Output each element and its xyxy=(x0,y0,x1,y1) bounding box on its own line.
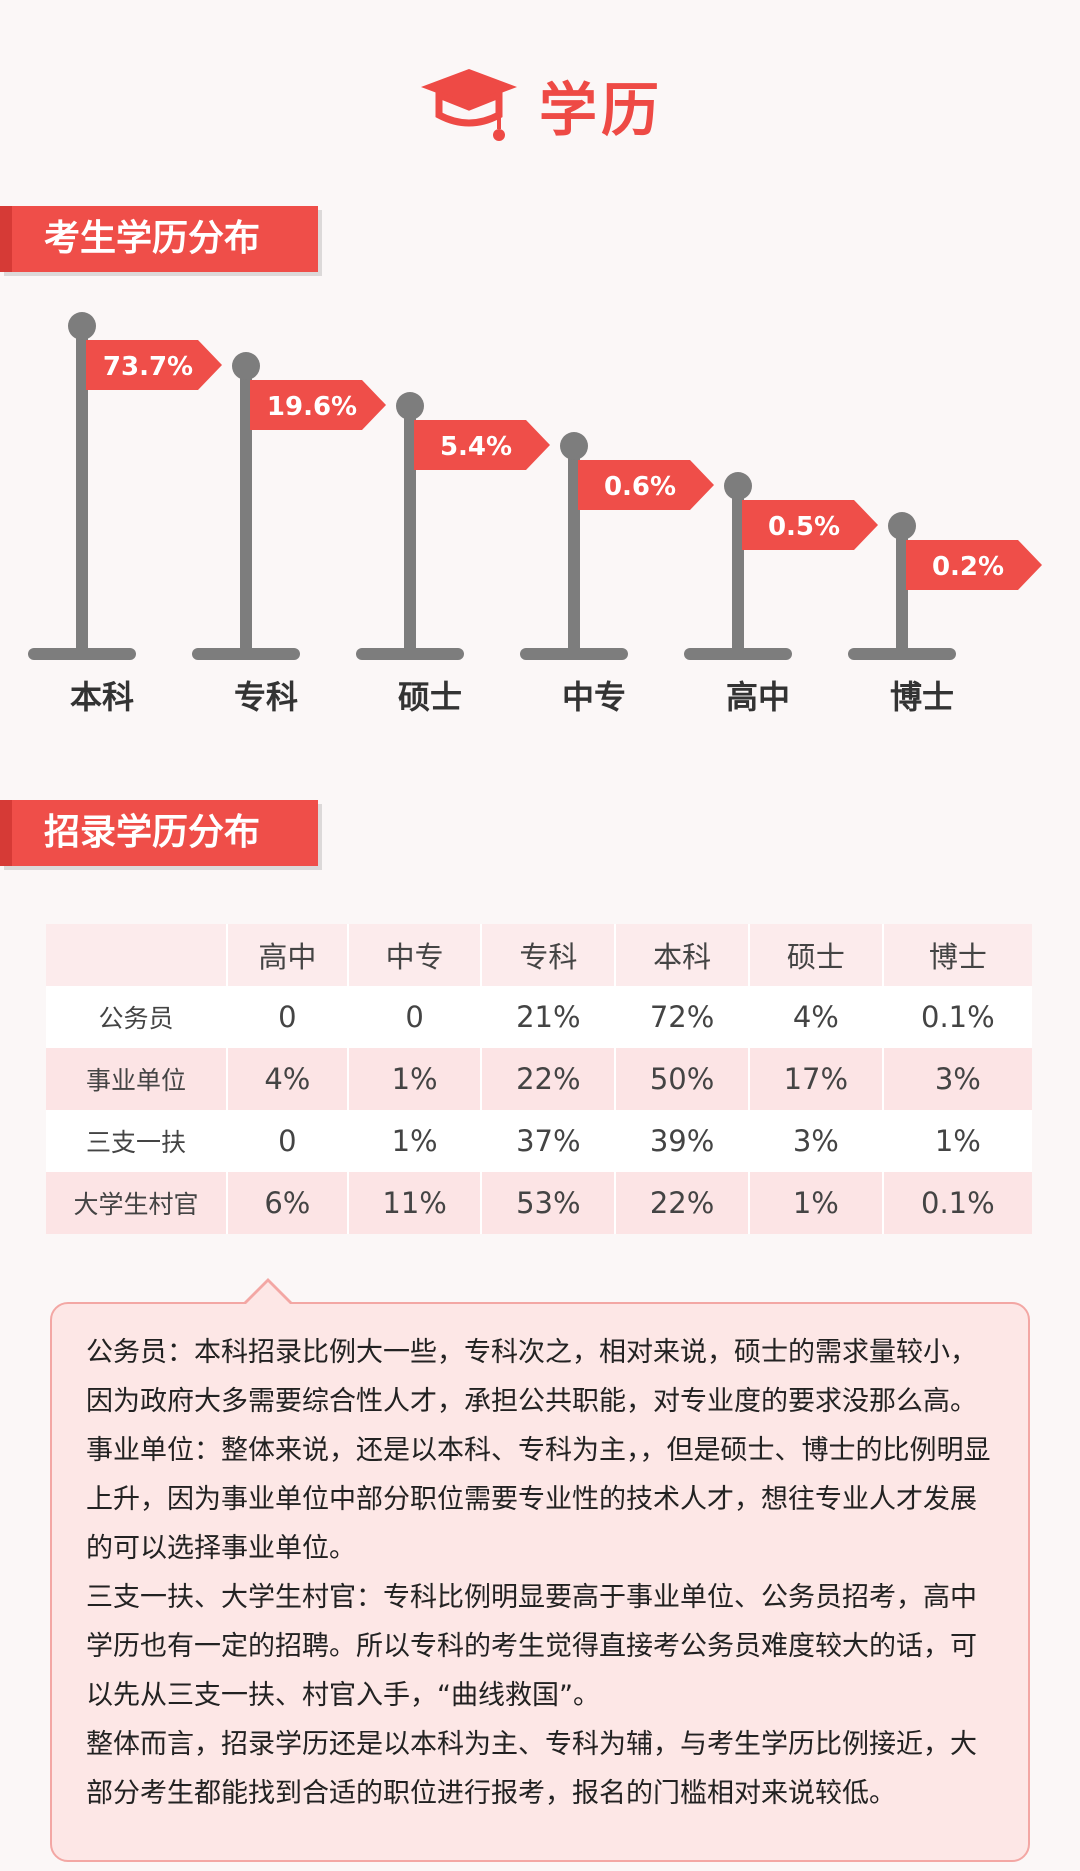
data-label: 0.5% xyxy=(768,512,840,542)
section-title-recruitment-education: 招录学历分布 xyxy=(0,800,318,866)
flag-pole-ball xyxy=(560,432,588,460)
table-cell: 39% xyxy=(616,1110,750,1172)
category-label: 专科 xyxy=(234,678,298,716)
row-label: 事业单位 xyxy=(46,1048,228,1110)
flag-pole xyxy=(404,406,416,654)
table-cell: 21% xyxy=(482,986,617,1048)
table-cell: 0.1% xyxy=(883,986,1032,1048)
flag-pole-ball xyxy=(232,352,260,380)
flag-pole xyxy=(568,446,580,654)
flag-group-6: 0.2% 博士 xyxy=(848,512,1042,716)
flag-group-5: 0.5% 高中 xyxy=(684,472,878,716)
category-label: 中专 xyxy=(562,678,626,716)
table-cell: 50% xyxy=(616,1048,750,1110)
data-label: 73.7% xyxy=(103,352,193,382)
recruitment-education-table: 高中 中专 专科 本科 硕士 博士 公务员 0 0 21% 72% 4% 0.1… xyxy=(46,924,1032,1234)
flag-pole xyxy=(76,326,88,654)
flag-mark xyxy=(742,500,878,550)
table-cell: 0 xyxy=(348,986,483,1048)
flag-group-2: 19.6% 专科 xyxy=(192,352,386,716)
flag-mark xyxy=(414,420,550,470)
flag-mark xyxy=(250,380,386,430)
table-cell: 53% xyxy=(482,1172,617,1234)
row-label: 大学生村官 xyxy=(46,1172,228,1234)
table-cell: 1% xyxy=(348,1048,483,1110)
row-label: 三支一扶 xyxy=(46,1110,228,1172)
table-cell: 0 xyxy=(228,986,349,1048)
table-header-row: 高中 中专 专科 本科 硕士 博士 xyxy=(46,924,1032,986)
flag-pole-ball xyxy=(724,472,752,500)
table-cell: 1% xyxy=(883,1110,1032,1172)
table-row: 事业单位 4% 1% 22% 50% 17% 3% xyxy=(46,1048,1032,1110)
data-label: 0.2% xyxy=(932,552,1004,582)
note-paragraph: 三支一扶、大学生村官：专科比例明显要高于事业单位、公务员招考，高中学历也有一定的… xyxy=(86,1582,977,1711)
page-title: 学历 xyxy=(538,76,663,144)
table-cell: 0 xyxy=(228,1110,349,1172)
table-cell: 22% xyxy=(616,1172,750,1234)
data-label: 0.6% xyxy=(604,472,676,502)
flag-mark xyxy=(906,540,1042,590)
column-header: 硕士 xyxy=(749,924,884,986)
column-header: 博士 xyxy=(883,924,1032,986)
flag-pole-ball xyxy=(888,512,916,540)
category-label: 本科 xyxy=(70,678,134,716)
table-cell: 17% xyxy=(749,1048,884,1110)
page-header: 学历 xyxy=(0,60,1080,150)
category-label: 硕士 xyxy=(398,678,462,716)
table-row: 三支一扶 0 1% 37% 39% 3% 1% xyxy=(46,1110,1032,1172)
table-cell: 1% xyxy=(749,1172,884,1234)
flag-group-3: 5.4% 硕士 xyxy=(356,392,550,716)
column-header: 专科 xyxy=(482,924,617,986)
table-cell: 72% xyxy=(616,986,750,1048)
data-label: 5.4% xyxy=(440,432,512,462)
flag-group-1: 73.7% 本科 xyxy=(28,312,222,716)
table-corner-cell xyxy=(46,924,228,986)
table-cell: 0.1% xyxy=(883,1172,1032,1234)
flag-mark xyxy=(86,340,222,390)
graduation-cap-icon xyxy=(420,69,517,141)
category-label: 高中 xyxy=(726,678,790,716)
education-flag-chart: 73.7% 本科 19.6% 专科 5.4% 硕士 0.6% 中专 0.5% 高中 0.2% 博士 xyxy=(28,312,1042,716)
table-cell: 11% xyxy=(348,1172,483,1234)
table-cell: 3% xyxy=(883,1048,1032,1110)
column-header: 高中 xyxy=(228,924,349,986)
analysis-note-box: 公务员：本科招录比例大一些，专科次之，相对来说，硕士的需求量较小，因为政府大多需… xyxy=(50,1278,1030,1862)
flag-pole xyxy=(732,486,744,654)
note-paragraph: 公务员：本科招录比例大一些，专科次之，相对来说，硕士的需求量较小，因为政府大多需… xyxy=(86,1337,977,1417)
table-cell: 3% xyxy=(749,1110,884,1172)
data-label: 19.6% xyxy=(267,392,357,422)
row-label: 公务员 xyxy=(46,986,228,1048)
flag-pole-ball xyxy=(68,312,96,340)
table-row: 公务员 0 0 21% 72% 4% 0.1% xyxy=(46,986,1032,1048)
category-label: 博士 xyxy=(890,678,954,716)
column-header: 本科 xyxy=(616,924,750,986)
table-cell: 22% xyxy=(482,1048,617,1110)
table-row: 大学生村官 6% 11% 53% 22% 1% 0.1% xyxy=(46,1172,1032,1234)
flag-mark xyxy=(578,460,714,510)
note-paragraph: 事业单位：整体来说，还是以本科、专科为主，，但是硕士、博士的比例明显上升，因为事… xyxy=(86,1435,991,1564)
flag-pole xyxy=(896,526,908,654)
table-cell: 37% xyxy=(482,1110,617,1172)
table-cell: 1% xyxy=(348,1110,483,1172)
table-cell: 6% xyxy=(228,1172,349,1234)
column-header: 中专 xyxy=(348,924,483,986)
flag-pole xyxy=(240,366,252,654)
flag-pole-ball xyxy=(396,392,424,420)
note-paragraph: 整体而言，招录学历还是以本科为主、专科为辅，与考生学历比例接近，大部分考生都能找… xyxy=(86,1729,977,1809)
section-title-candidate-education: 考生学历分布 xyxy=(0,206,318,272)
table-cell: 4% xyxy=(228,1048,349,1110)
table-cell: 4% xyxy=(749,986,884,1048)
flag-group-4: 0.6% 中专 xyxy=(520,432,714,716)
